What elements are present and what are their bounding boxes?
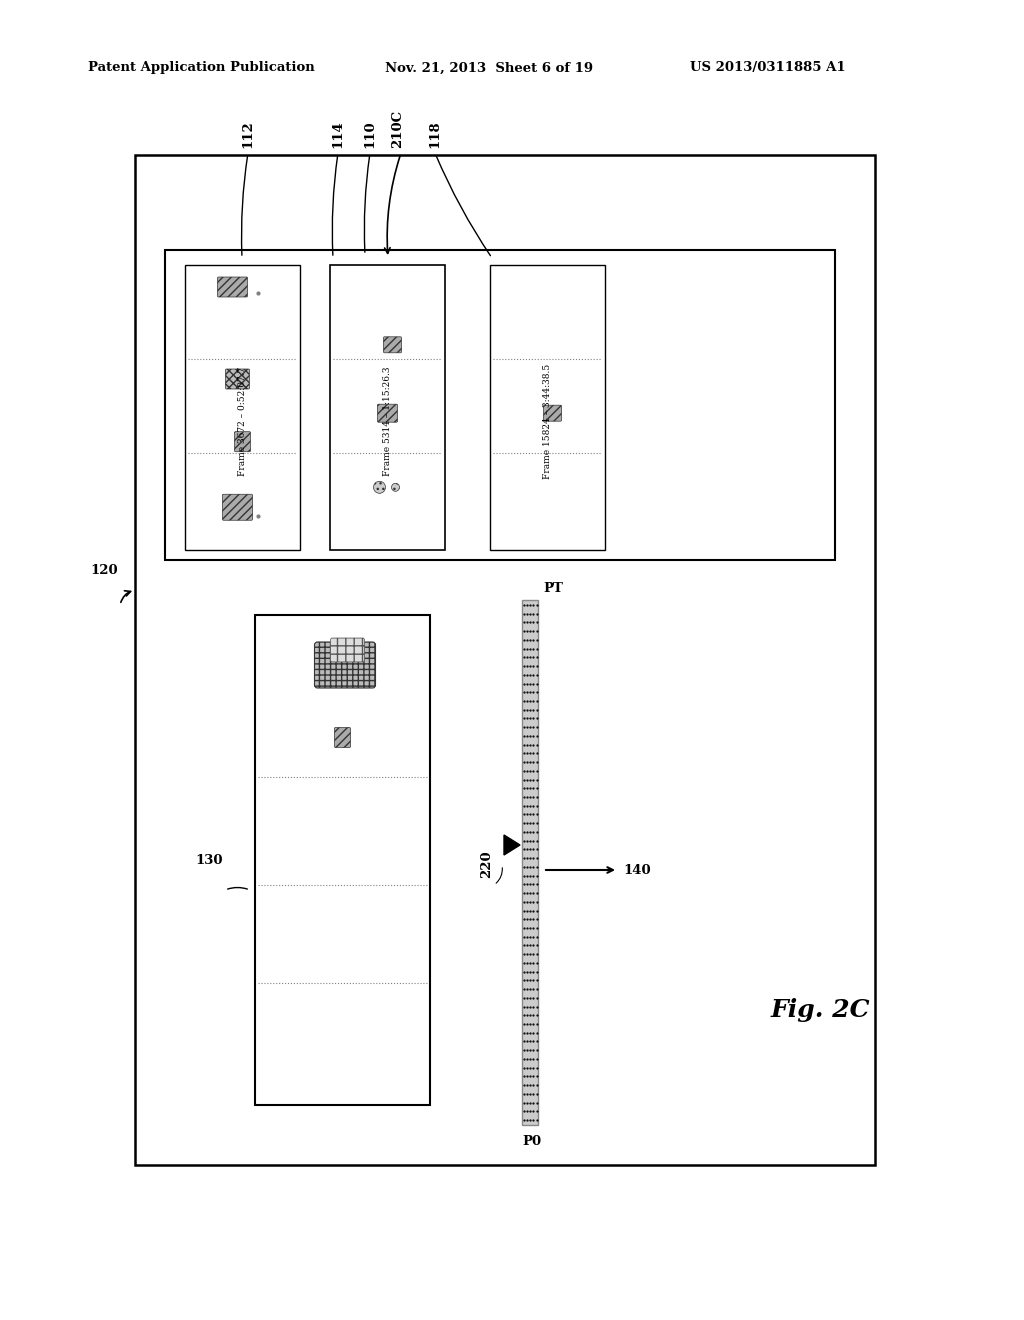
FancyBboxPatch shape [225,370,250,389]
Bar [330,265,445,550]
FancyBboxPatch shape [217,277,248,297]
Polygon shape [504,836,520,855]
Text: 120: 120 [90,564,118,577]
Text: 118: 118 [428,120,441,148]
Bar [185,265,300,550]
Text: Frame 3672 – 0:52:07.7: Frame 3672 – 0:52:07.7 [238,367,247,477]
Text: 114: 114 [332,120,344,148]
Text: Fig. 2C: Fig. 2C [770,998,869,1022]
Circle shape [374,482,385,494]
FancyBboxPatch shape [544,405,561,421]
Text: 130: 130 [195,854,222,866]
Circle shape [391,483,399,491]
Text: Frame 5314 – 1:15:26.3: Frame 5314 – 1:15:26.3 [383,367,392,477]
Bar [135,154,874,1166]
Text: 110: 110 [364,120,377,148]
Text: 140: 140 [623,863,650,876]
Text: 112: 112 [242,120,255,148]
Text: Frame 15824 – 3:44:38.5: Frame 15824 – 3:44:38.5 [543,364,552,479]
Text: Patent Application Publication: Patent Application Publication [88,62,314,74]
Text: US 2013/0311885 A1: US 2013/0311885 A1 [690,62,846,74]
FancyBboxPatch shape [384,337,401,352]
Bar [165,249,835,560]
FancyBboxPatch shape [234,432,251,451]
Bar [490,265,605,550]
FancyBboxPatch shape [222,494,253,520]
FancyBboxPatch shape [331,638,365,663]
Text: 210C: 210C [391,110,404,148]
Text: PT: PT [543,582,563,595]
FancyBboxPatch shape [335,727,350,747]
Bar [522,601,538,1125]
FancyBboxPatch shape [378,404,397,422]
Text: Nov. 21, 2013  Sheet 6 of 19: Nov. 21, 2013 Sheet 6 of 19 [385,62,593,74]
Bar [255,615,430,1105]
Text: 220: 220 [480,850,494,878]
Text: P0: P0 [522,1135,541,1148]
FancyBboxPatch shape [314,642,376,688]
